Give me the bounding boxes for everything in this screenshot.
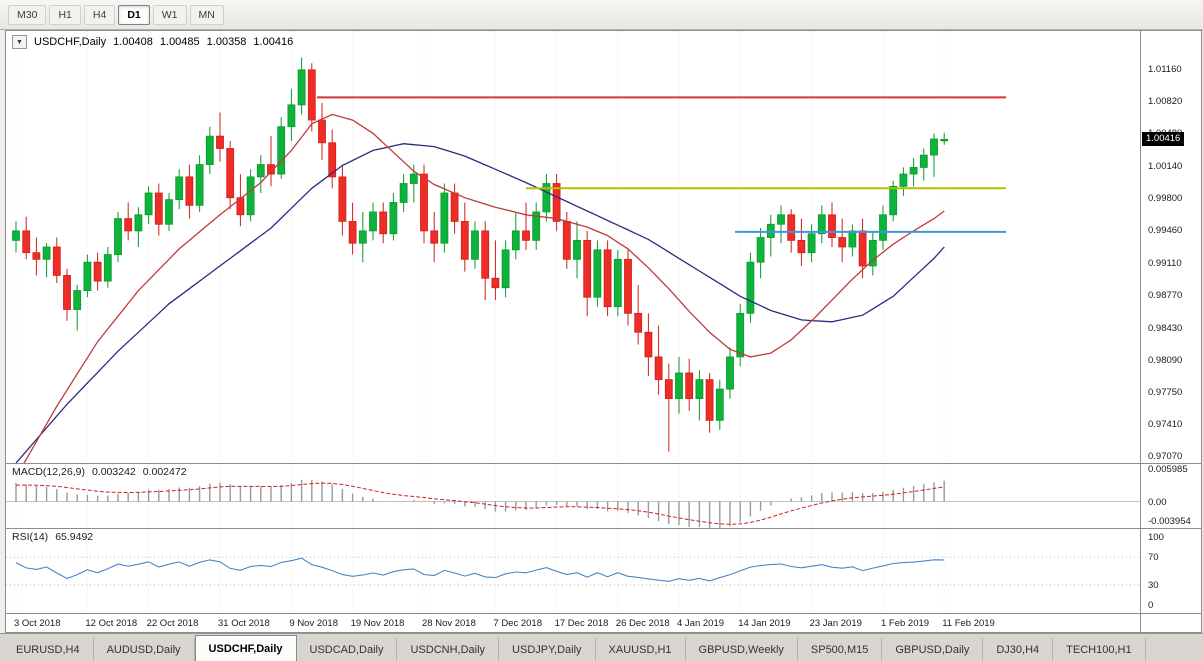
macd-value-signal: 0.002472 bbox=[142, 466, 187, 478]
timeframe-button-h1[interactable]: H1 bbox=[49, 4, 81, 25]
price-axis-label: 0.98770 bbox=[1148, 290, 1183, 302]
chart-tab-dj30[interactable]: DJ30,H4 bbox=[983, 638, 1054, 661]
macd-value-main: 0.003242 bbox=[91, 466, 136, 478]
current-price-tag: 1.00416 bbox=[1142, 132, 1185, 147]
macd-histogram bbox=[15, 479, 945, 528]
price-axis-label: 0.99460 bbox=[1148, 224, 1183, 236]
chart-tab-audusd[interactable]: AUDUSD,Daily bbox=[94, 638, 195, 661]
chart-window: ▼ USDCHF,Daily 1.00408 1.00485 1.00358 1… bbox=[5, 30, 1202, 633]
chart-tab-usdcad[interactable]: USDCAD,Daily bbox=[297, 638, 398, 661]
chart-tab-usdchf[interactable]: USDCHF,Daily bbox=[194, 635, 297, 661]
candlestick-chart-svg[interactable] bbox=[6, 31, 1140, 463]
date-axis-label: 4 Jan 2019 bbox=[677, 618, 725, 629]
macd-label: MACD(12,26,9) 0.003242 0.002472 bbox=[12, 466, 187, 478]
rsi-axis-label: 30 bbox=[1148, 579, 1159, 591]
price-axis-label: 0.98090 bbox=[1148, 354, 1183, 366]
rsi-label: RSI(14) 65.9492 bbox=[12, 531, 93, 543]
date-axis-label: 11 Feb 2019 bbox=[942, 618, 995, 629]
date-axis-label: 26 Dec 2018 bbox=[615, 618, 670, 629]
rsi-panel: RSI(14) 65.9492 bbox=[6, 529, 1140, 613]
date-axis-corner bbox=[1140, 614, 1201, 632]
macd-panel: MACD(12,26,9) 0.003242 0.002472 bbox=[6, 464, 1140, 528]
rsi-svg[interactable] bbox=[6, 529, 1140, 613]
date-axis-label: 17 Dec 2018 bbox=[554, 618, 609, 629]
date-axis: 3 Oct 2018 12 Oct 2018 22 Oct 2018 31 Oct 2… bbox=[6, 614, 1140, 632]
date-axis-label: 22 Oct 2018 bbox=[146, 618, 199, 629]
price-axis-label: 0.98430 bbox=[1148, 322, 1183, 334]
rsi-axis-label: 70 bbox=[1148, 552, 1159, 564]
ohlc-high: 1.00485 bbox=[159, 36, 200, 48]
chart-tab-usdcnh[interactable]: USDCNH,Daily bbox=[397, 638, 500, 661]
price-axis-label: 0.97410 bbox=[1148, 419, 1183, 431]
timeframe-toolbar: M30 H1 H4 D1 W1 MN bbox=[0, 0, 1203, 30]
date-axis-label: 14 Jan 2019 bbox=[738, 618, 791, 629]
chart-tab-tech100[interactable]: TECH100,H1 bbox=[1053, 638, 1146, 661]
date-axis-label: 19 Nov 2018 bbox=[350, 618, 405, 629]
date-axis-label: 12 Oct 2018 bbox=[85, 618, 138, 629]
chart-dropdown-icon[interactable]: ▼ bbox=[12, 35, 27, 49]
panel-separator bbox=[6, 463, 1201, 464]
rsi-line bbox=[15, 557, 945, 582]
date-axis-label: 28 Nov 2018 bbox=[422, 618, 476, 629]
timeframe-button-d1[interactable]: D1 bbox=[118, 4, 150, 25]
date-axis-label: 23 Jan 2019 bbox=[809, 618, 862, 629]
timeframe-button-m30[interactable]: M30 bbox=[8, 4, 47, 25]
macd-axis-label: -0.003954 bbox=[1148, 516, 1191, 527]
panel-separator bbox=[6, 528, 1201, 529]
chart-tab-bar: EURUSD,H4 AUDUSD,Daily USDCHF,Daily USDCAD,… bbox=[0, 633, 1203, 661]
macd-axis-label: 0.00 bbox=[1148, 496, 1167, 508]
timeframe-button-h4[interactable]: H4 bbox=[83, 4, 116, 25]
rsi-value: 65.9492 bbox=[55, 531, 94, 543]
price-axis: 1.011601.008201.004801.001400.998000.994… bbox=[1140, 31, 1201, 463]
chart-header: ▼ USDCHF,Daily 1.00408 1.00485 1.00358 1… bbox=[12, 35, 293, 49]
ohlc-open: 1.00408 bbox=[113, 36, 153, 48]
chart-tab-eurusd[interactable]: EURUSD,H4 bbox=[3, 638, 94, 661]
chart-tab-usdjpy[interactable]: USDJPY,Daily bbox=[499, 638, 596, 661]
price-axis-label: 1.01160 bbox=[1148, 63, 1182, 75]
price-axis-label: 0.97750 bbox=[1148, 386, 1183, 398]
price-axis-label: 0.97070 bbox=[1148, 451, 1183, 463]
ma-fast-line bbox=[23, 113, 945, 463]
macd-name: MACD(12,26,9) bbox=[12, 466, 85, 478]
ohlc-close: 1.00416 bbox=[253, 36, 294, 48]
chart-tab-gbpusd[interactable]: GBPUSD,Daily bbox=[882, 638, 984, 661]
macd-signal-line bbox=[15, 482, 945, 525]
macd-svg[interactable] bbox=[6, 464, 1140, 528]
rsi-axis: 100 70 30 0 bbox=[1140, 529, 1201, 613]
price-chart-panel: ▼ USDCHF,Daily 1.00408 1.00485 1.00358 1… bbox=[6, 31, 1140, 463]
timeframe-button-w1[interactable]: W1 bbox=[152, 4, 187, 25]
chart-tab-sp500[interactable]: SP500,M15 bbox=[798, 638, 883, 661]
date-axis-label: 3 Oct 2018 bbox=[14, 618, 61, 629]
price-axis-label: 0.99800 bbox=[1148, 192, 1183, 204]
panel-separator bbox=[6, 613, 1201, 614]
date-axis-label: 31 Oct 2018 bbox=[218, 618, 270, 629]
chart-title: USDCHF,Daily bbox=[34, 36, 107, 48]
timeframe-button-mn[interactable]: MN bbox=[189, 4, 224, 25]
price-axis-label: 1.00820 bbox=[1148, 96, 1183, 108]
rsi-axis-label: 100 bbox=[1148, 531, 1164, 543]
ohlc-low: 1.00358 bbox=[206, 36, 247, 48]
candles-group bbox=[12, 57, 949, 452]
date-axis-label: 1 Feb 2019 bbox=[881, 618, 930, 629]
macd-axis-label: 0.005985 bbox=[1148, 464, 1188, 475]
date-axis-label: 9 Nov 2018 bbox=[289, 618, 338, 629]
price-axis-label: 0.99110 bbox=[1148, 258, 1182, 270]
rsi-name: RSI(14) bbox=[12, 531, 49, 543]
macd-axis: 0.005985 0.00 -0.003954 bbox=[1140, 464, 1201, 528]
price-axis-label: 1.00140 bbox=[1148, 160, 1183, 172]
chart-tab-gbpusd[interactable]: GBPUSD,Weekly bbox=[686, 638, 798, 661]
rsi-axis-label: 0 bbox=[1148, 600, 1154, 612]
date-axis-label: 7 Dec 2018 bbox=[493, 618, 542, 629]
chart-tab-xauusd[interactable]: XAUUSD,H1 bbox=[596, 638, 686, 661]
ma-slow-line bbox=[15, 143, 945, 463]
